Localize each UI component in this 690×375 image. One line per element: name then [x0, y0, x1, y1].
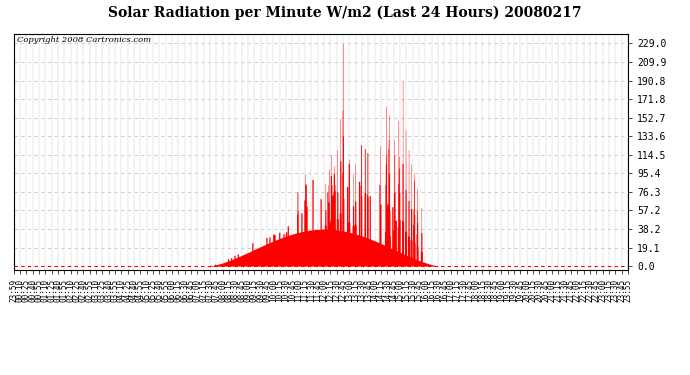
Text: Copyright 2008 Cartronics.com: Copyright 2008 Cartronics.com: [17, 36, 151, 44]
Text: Solar Radiation per Minute W/m2 (Last 24 Hours) 20080217: Solar Radiation per Minute W/m2 (Last 24…: [108, 6, 582, 20]
